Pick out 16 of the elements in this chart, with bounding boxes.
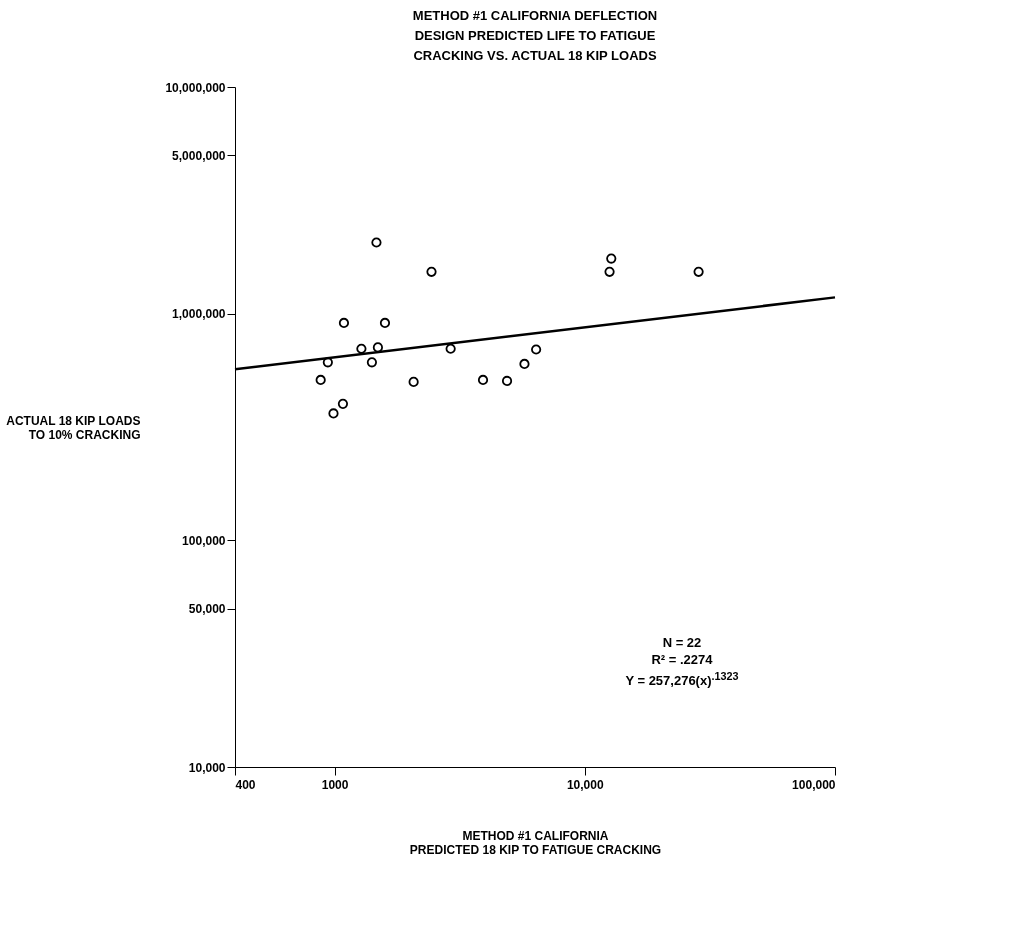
annotation: N = 22 <box>661 634 703 651</box>
y-tick-label: 10,000 <box>188 760 226 775</box>
annotation: Y = 257,276(x)$^{.1323}$ <box>624 669 740 690</box>
x-tick-label: 100,000 <box>792 777 836 792</box>
x-tick-label: 400 <box>235 777 256 792</box>
y-tick-label: 50,000 <box>188 602 226 617</box>
y-tick-label: 5,000,000 <box>172 148 226 163</box>
y-axis-title: ACTUAL 18 KIP LOADS TO 10% CRACKING <box>6 413 141 442</box>
chart-title: METHOD #1 CALIFORNIA DEFLECTION DESIGN PREDICTED LIFE TO FATIGUE CRACKING VS. ACTUAL 18 KIP LOADS <box>412 8 658 63</box>
x-tick-label: 1000 <box>321 777 349 792</box>
y-tick-label: 10,000,000 <box>165 80 226 95</box>
annotation: R² = .2274 <box>650 651 714 668</box>
x-axis-title: METHOD #1 CALIFORNIA PREDICTED 18 KIP TO FATIGUE CRACKING <box>409 828 662 857</box>
y-tick-label: 1,000,000 <box>172 307 226 322</box>
x-tick-label: 10,000 <box>566 777 604 792</box>
y-tick-label: 100,000 <box>182 533 226 548</box>
